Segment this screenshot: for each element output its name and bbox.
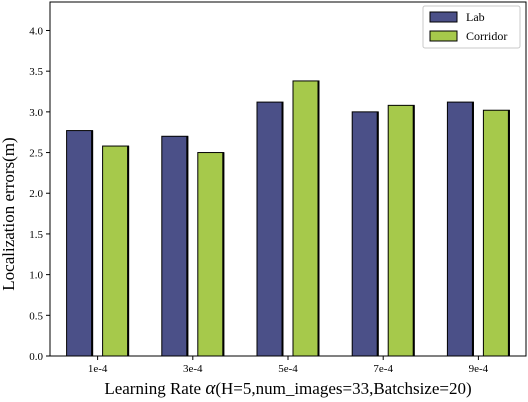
x-axis-label-prefix: Learning Rate bbox=[104, 379, 205, 398]
bar-edge-lab-7e-4 bbox=[376, 111, 379, 357]
y-axis-ticks: 0.0 0.5 1.0 1.5 2.0 2.5 3.0 3.5 4.0 bbox=[29, 25, 50, 363]
bar-lab-3e-4 bbox=[161, 135, 189, 357]
x-tick-label: 5e-4 bbox=[278, 363, 298, 375]
bar-corridor-9e-4 bbox=[482, 109, 510, 357]
bar-edge-lab-1e-4 bbox=[91, 130, 94, 356]
x-axis-label: Learning Rate α(H=5,num_images=33,Batchs… bbox=[104, 378, 471, 399]
x-tick-label: 3e-4 bbox=[183, 363, 203, 375]
bar-corridor-3e-4 bbox=[197, 152, 225, 357]
y-tick-label: 1.0 bbox=[29, 270, 43, 282]
bar-corridor-1e-4 bbox=[102, 145, 130, 357]
x-tick-label: 7e-4 bbox=[373, 363, 393, 375]
bar-lab-9e-4 bbox=[446, 101, 474, 357]
bar-edge-corridor-5e-4 bbox=[317, 80, 320, 356]
bar-edge-corridor-3e-4 bbox=[222, 152, 225, 356]
legend-swatch-corridor bbox=[429, 30, 458, 42]
legend-label-corridor: Corridor bbox=[466, 29, 507, 43]
legend: Lab Corridor bbox=[422, 5, 521, 49]
y-tick-label: 0.0 bbox=[29, 351, 43, 363]
bar-corridor-7e-4 bbox=[387, 104, 415, 357]
x-tick-label: 1e-4 bbox=[88, 363, 108, 375]
y-tick-label: 2.5 bbox=[29, 148, 43, 160]
bar-edge-corridor-9e-4 bbox=[507, 110, 510, 356]
x-axis-label-suffix: (H=5,num_images=33,Batchsize=20) bbox=[215, 379, 471, 398]
bar-edge-lab-3e-4 bbox=[186, 136, 189, 356]
bars bbox=[66, 80, 510, 357]
x-tick-label: 9e-4 bbox=[469, 363, 489, 375]
plot-area-frame bbox=[49, 1, 527, 357]
y-tick-label: 2.0 bbox=[29, 188, 43, 200]
bar-edge-corridor-1e-4 bbox=[127, 146, 130, 356]
bar-corridor-5e-4 bbox=[292, 80, 320, 357]
legend-label-lab: Lab bbox=[466, 10, 485, 24]
y-axis-label: Localization errors(m) bbox=[0, 137, 18, 290]
y-tick-label: 3.5 bbox=[29, 66, 43, 78]
x-axis-label-symbol: α bbox=[205, 378, 216, 399]
y-tick-label: 4.0 bbox=[29, 25, 43, 37]
bar-edge-corridor-7e-4 bbox=[412, 105, 415, 357]
bar-lab-1e-4 bbox=[66, 130, 94, 357]
legend-swatch-lab bbox=[429, 11, 458, 23]
bar-lab-5e-4 bbox=[256, 101, 284, 357]
y-tick-label: 3.0 bbox=[29, 107, 43, 119]
y-tick-label: 0.5 bbox=[29, 310, 43, 322]
y-tick-label: 1.5 bbox=[29, 229, 43, 241]
x-axis-ticks: 1e-4 3e-4 5e-4 7e-4 9e-4 bbox=[88, 356, 489, 375]
bar-lab-7e-4 bbox=[351, 111, 379, 357]
bar-edge-lab-9e-4 bbox=[471, 102, 474, 356]
bar-edge-lab-5e-4 bbox=[281, 102, 284, 356]
